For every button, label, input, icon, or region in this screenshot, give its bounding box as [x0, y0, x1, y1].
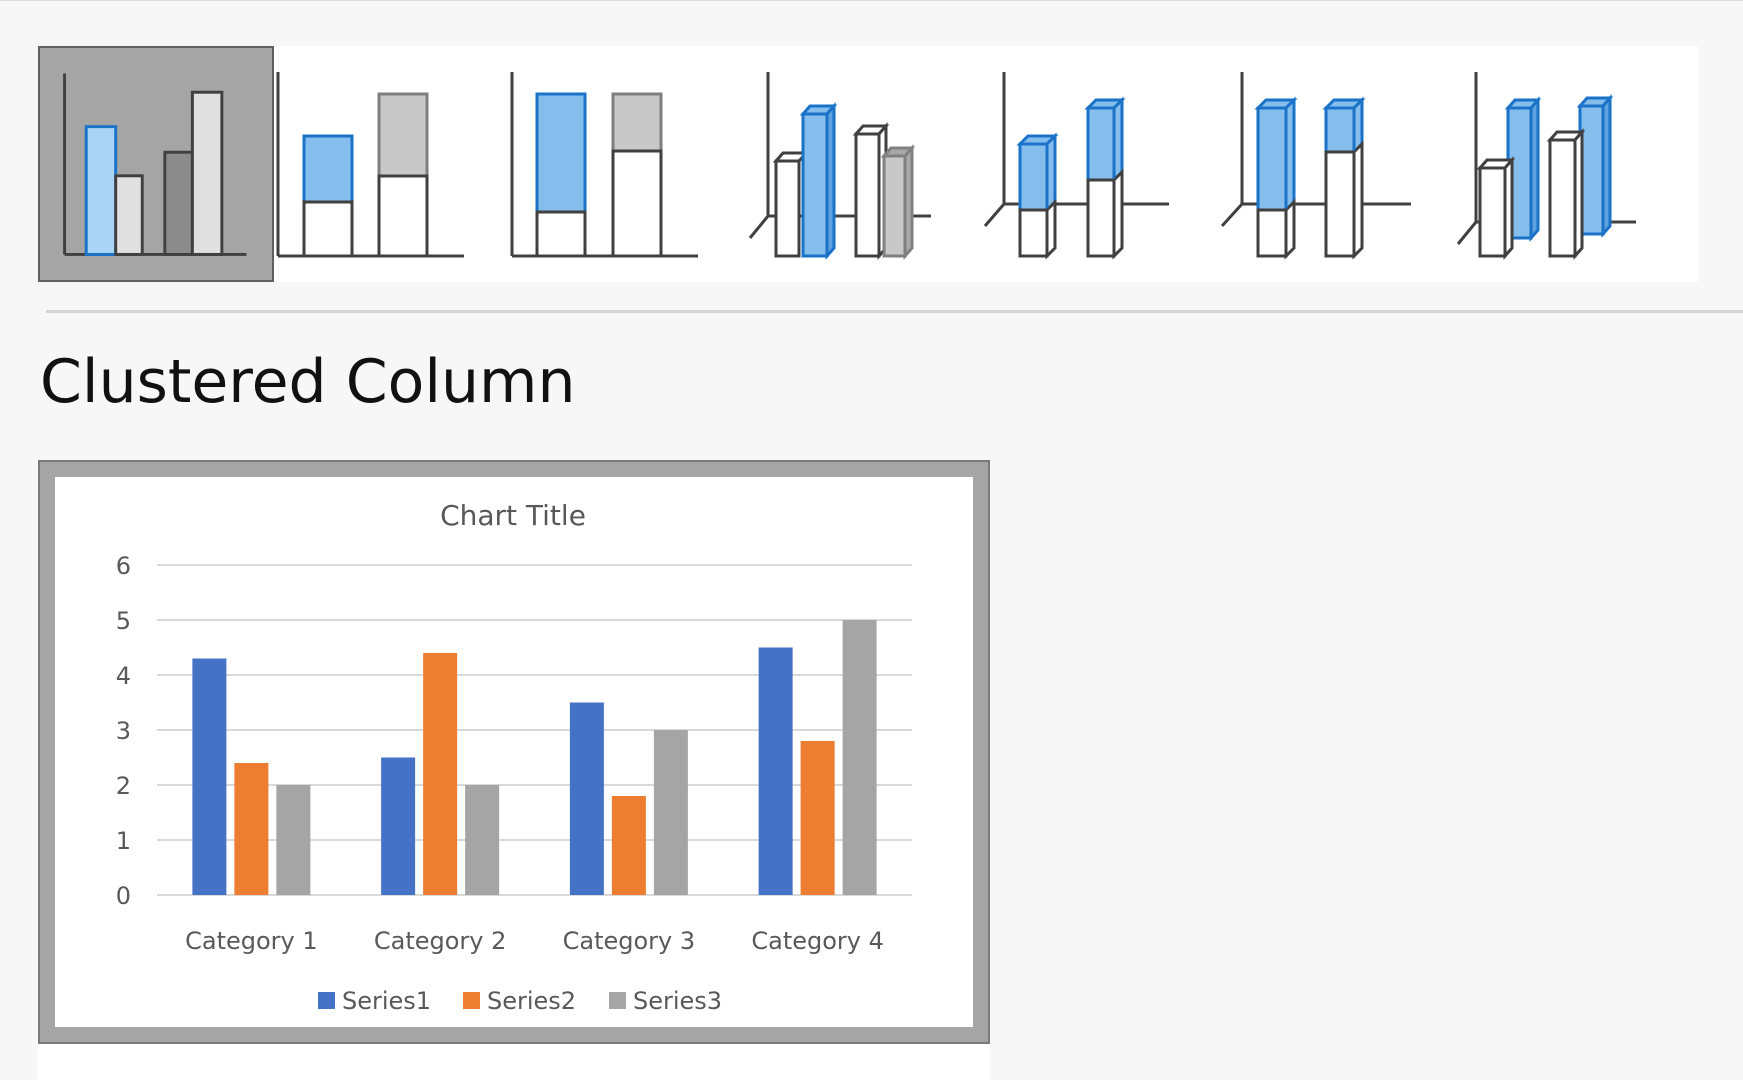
bar-series3-4[interactable] — [842, 620, 877, 895]
legend-swatch — [463, 992, 480, 1009]
chart-title: Chart Title — [440, 499, 586, 532]
subtype-100-stacked-column[interactable] — [510, 46, 746, 282]
y-tick-label: 2 — [116, 772, 131, 800]
subtype-3d-stacked-column[interactable] — [982, 46, 1218, 282]
legend-swatch — [318, 992, 335, 1009]
bar-series3-2[interactable] — [465, 785, 500, 895]
bar-series2-2[interactable] — [423, 653, 458, 895]
3d-column-icon — [1456, 72, 1636, 260]
clustered-column-chart: Chart Title 0 1 2 3 4 5 6 Category 1 Category 2… — [116, 499, 912, 1015]
bottom-strip — [38, 1044, 990, 1080]
bar-series1-3[interactable] — [569, 702, 604, 896]
bar-series3-1[interactable] — [276, 785, 311, 895]
x-tick-label: Category 1 — [185, 927, 318, 955]
100-stacked-column-icon — [510, 72, 698, 258]
chart-preview-area: Chart Title 0 1 2 3 4 5 6 Category 1 Category 2… — [55, 477, 973, 1027]
y-tick-label: 3 — [116, 717, 131, 745]
stacked-column-icon — [276, 72, 464, 258]
subtype-stacked-column[interactable] — [274, 46, 510, 282]
selected-chart-type-label: Clustered Column — [40, 347, 576, 417]
subtype-3d-column[interactable] — [1454, 46, 1690, 282]
x-tick-label: Category 2 — [374, 927, 507, 955]
subtype-clustered-column[interactable] — [38, 46, 274, 282]
y-tick-label: 0 — [116, 882, 131, 910]
top-border-line — [0, 0, 1743, 1]
legend-label: Series3 — [633, 987, 722, 1015]
legend-label: Series2 — [487, 987, 576, 1015]
bar-series1-4[interactable] — [758, 647, 793, 896]
x-tick-label: Category 3 — [563, 927, 696, 955]
subtype-3d-clustered-column[interactable] — [746, 46, 982, 282]
y-tick-label: 1 — [116, 827, 131, 855]
bar-series1-1[interactable] — [192, 658, 227, 896]
legend-swatch — [609, 992, 626, 1009]
bar-series1-2[interactable] — [381, 757, 416, 896]
x-tick-label: Category 4 — [751, 927, 884, 955]
y-tick-label: 6 — [116, 552, 131, 580]
bar-series2-4[interactable] — [800, 741, 835, 895]
legend-label: Series1 — [342, 987, 431, 1015]
subtype-3d-100-stacked-column[interactable] — [1218, 46, 1454, 282]
chart-preview[interactable]: Chart Title 0 1 2 3 4 5 6 Category 1 Category 2… — [38, 460, 990, 1044]
y-tick-label: 5 — [116, 607, 131, 635]
3d-100-stacked-column-icon — [1220, 72, 1411, 260]
3d-clustered-column-icon — [748, 72, 931, 260]
bar-series3-3[interactable] — [653, 730, 688, 895]
3d-stacked-column-icon — [983, 72, 1169, 260]
bar-series2-3[interactable] — [611, 796, 646, 895]
clustered-column-icon — [63, 73, 247, 256]
section-divider — [46, 310, 1743, 313]
bar-series2-1[interactable] — [234, 763, 269, 895]
chart-subtype-gallery — [38, 46, 1698, 282]
y-tick-label: 4 — [116, 662, 131, 690]
